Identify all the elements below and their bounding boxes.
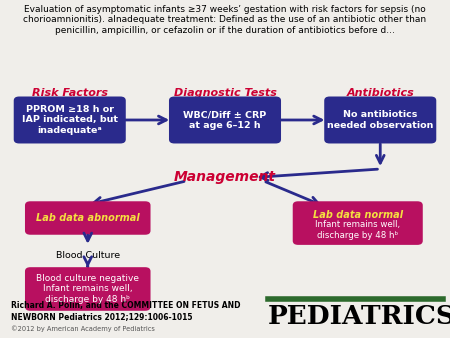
Text: ©2012 by American Academy of Pediatrics: ©2012 by American Academy of Pediatrics [11,325,155,332]
Text: Evaluation of asymptomatic infants ≥37 weeks’ gestation with risk factors for se: Evaluation of asymptomatic infants ≥37 w… [23,5,427,35]
Text: PPROM ≥18 h or
IAP indicated, but
inadequateᵃ: PPROM ≥18 h or IAP indicated, but inadeq… [22,105,118,135]
Text: Antibiotics: Antibiotics [346,88,414,98]
Text: No antibiotics
needed observation: No antibiotics needed observation [327,110,433,130]
Text: Blood Culture: Blood Culture [56,251,120,260]
Text: Infant remains well,
discharge by 48 hᵇ: Infant remains well, discharge by 48 hᵇ [315,220,400,240]
Text: Lab data abnormal: Lab data abnormal [36,213,140,223]
FancyBboxPatch shape [169,97,281,143]
Text: Management: Management [174,170,276,185]
Text: PEDIATRICS: PEDIATRICS [268,304,450,329]
FancyBboxPatch shape [25,267,150,311]
FancyBboxPatch shape [14,97,126,143]
FancyBboxPatch shape [293,201,423,245]
Text: WBC/Diff ± CRP
at age 6–12 h: WBC/Diff ± CRP at age 6–12 h [184,110,266,130]
Text: Blood culture negative
Infant remains well,
discharge by 48 hᵇ: Blood culture negative Infant remains we… [36,274,139,304]
Text: Risk Factors: Risk Factors [32,88,108,98]
Text: Diagnostic Tests: Diagnostic Tests [174,88,276,98]
FancyBboxPatch shape [324,97,436,143]
FancyBboxPatch shape [25,201,150,235]
Text: Lab data normal: Lab data normal [313,210,403,220]
Text: Richard A. Polin, and the COMMITTEE ON FETUS AND
NEWBORN Pediatrics 2012;129:100: Richard A. Polin, and the COMMITTEE ON F… [11,301,241,321]
